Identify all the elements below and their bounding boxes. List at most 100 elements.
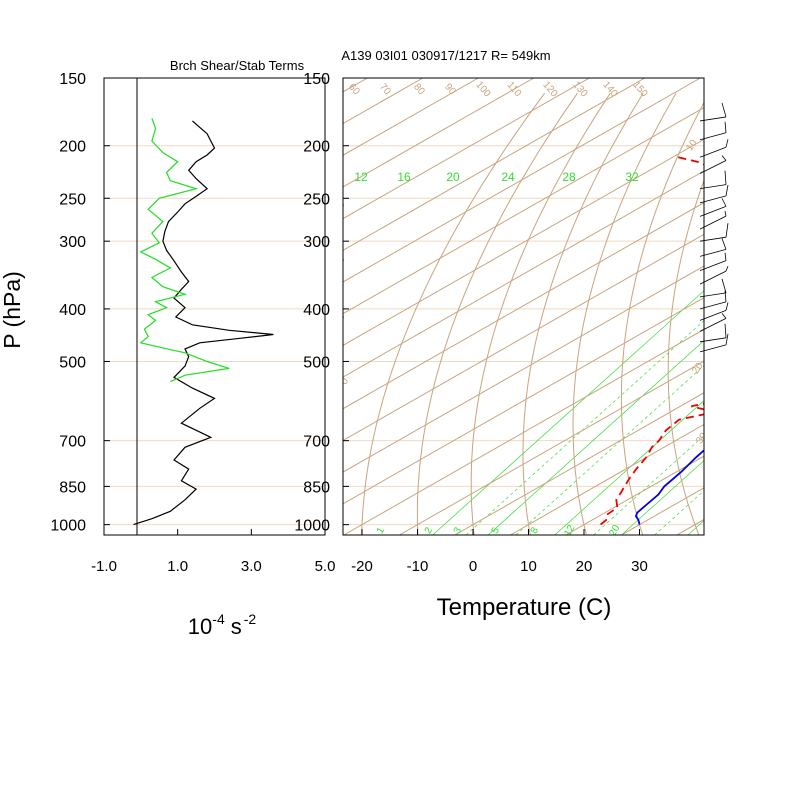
- pressure-tick-labels: 150 150 200 200 250 250 300 300 400 400 500 500 700 7…: [50, 71, 330, 535]
- left-pressure-label: 150: [59, 71, 86, 88]
- mixing-ratio-bottom-label: 2: [423, 525, 436, 536]
- mixing-ratio-line: [554, 400, 704, 535]
- mixing-ratio-top-label: 20: [446, 170, 460, 184]
- temperature-tick-label: 0: [469, 558, 477, 575]
- isotherm-line: [343, 297, 704, 505]
- wind-barb-staff: [699, 146, 727, 158]
- wind-barb-flag: [724, 170, 727, 185]
- temperature-axis-label: Temperature (C): [437, 594, 612, 621]
- dry-adiabat-line: [667, 178, 704, 535]
- isotherm-lines: [343, 78, 800, 535]
- left-series: [133, 118, 274, 526]
- skewt-pressure-label: 850: [303, 479, 330, 496]
- skewt-isobars: [343, 78, 704, 526]
- mixing-ratio-top-label: 32: [625, 170, 639, 184]
- wind-barb-flag: [725, 333, 729, 345]
- isotherm-line: [510, 423, 704, 535]
- mixing-ratio-line: [515, 365, 704, 535]
- mixing-ratio-top-label: 24: [501, 170, 515, 184]
- left-pressure-label: 850: [59, 479, 86, 496]
- wind-barb-staff: [699, 310, 727, 321]
- isotherm-label: 30: [694, 430, 710, 446]
- mixing-ratio-bottom-label: 3: [452, 525, 465, 536]
- left-x-tick-label: 3.0: [241, 558, 262, 575]
- mixing-ratio-line: [465, 320, 704, 535]
- isotherm-line: [343, 138, 704, 346]
- wind-barb-flag: [721, 238, 727, 250]
- left-x-label-exp1: -4: [212, 611, 225, 627]
- wind-barb-flag: [721, 198, 727, 207]
- left-panel-title: Brch Shear/Stab Terms: [170, 58, 305, 73]
- wind-barb-staff: [699, 206, 727, 217]
- isotherm-line: [343, 107, 704, 315]
- wind-barb-flag: [724, 290, 727, 302]
- dry-adiabat-line: [522, 92, 644, 535]
- isotherm-line: [399, 360, 704, 535]
- temperature-tick-label: 10: [520, 558, 537, 575]
- dry-adiabat-line: [620, 101, 704, 535]
- mixing-ratio-line: [432, 290, 704, 535]
- temperature-tick-label: 30: [631, 558, 648, 575]
- wind-barb-flag: [724, 252, 727, 261]
- mixing-ratio-bottom-label: 1: [375, 525, 388, 536]
- wind-barb-staff: [699, 260, 727, 272]
- wind-barb-staff: [699, 160, 727, 174]
- mixing-ratio-top-label: 28: [562, 170, 576, 184]
- skewt-pressure-label: 200: [303, 139, 330, 156]
- left-x-tick-label: 5.0: [315, 558, 336, 575]
- wind-barb-staff: [699, 236, 727, 242]
- wind-barb-flag: [725, 265, 729, 272]
- left-pressure-label: 500: [59, 354, 86, 371]
- wind-barb-flag: [721, 102, 727, 118]
- stability-line: [139, 118, 230, 383]
- skewt-pressure-label: 1000: [294, 518, 330, 535]
- wind-barb-staff: [699, 270, 727, 285]
- isotherm-line: [343, 78, 646, 251]
- mixing-ratio-bottom-label: 5: [490, 525, 503, 536]
- left-panel-frame: [103, 77, 326, 536]
- wind-barb-staff: [699, 116, 727, 122]
- isotherm-label: -30: [330, 199, 348, 218]
- skewt-pressure-label: 700: [303, 434, 330, 451]
- wind-barb-flag: [725, 302, 729, 311]
- left-pressure-label: 200: [59, 139, 86, 156]
- dewpoint-profile: [600, 156, 704, 526]
- dry-adiabat-line: [572, 92, 677, 535]
- mixing-ratio-bottom-label: 8: [529, 525, 542, 536]
- wind-barb-flag: [721, 313, 727, 319]
- left-y-axis-label: P (hPa): [0, 271, 25, 349]
- skewt-pressure-label: 300: [303, 234, 330, 251]
- temperature-tick-label: -10: [407, 558, 429, 575]
- wind-barb-flag: [725, 139, 729, 148]
- isotherm-line: [732, 78, 800, 535]
- dry-adiabat-lines: [361, 92, 704, 535]
- wind-barb-flag: [721, 278, 727, 293]
- adiabat-label: 90: [442, 82, 458, 98]
- left-x-label-exp2: -2: [244, 611, 257, 627]
- isotherm-line: [343, 202, 704, 410]
- left-isobar-grid: [104, 77, 325, 526]
- mixing-ratio-lines: [432, 290, 704, 535]
- left-pressure-label: 300: [59, 234, 86, 251]
- skewt-pressure-label: 400: [303, 302, 330, 319]
- shear-stability-panel: Brch Shear/Stab Terms P (hPa) -1.0 1.0 3.0…: [0, 58, 335, 639]
- temperature-tick-label: -20: [351, 558, 373, 575]
- wind-barb-staff: [699, 195, 727, 204]
- left-pressure-label: 400: [59, 302, 86, 319]
- mixing-ratio-line: [593, 435, 704, 535]
- skewt-frame: [342, 77, 705, 536]
- wind-barb-staff: [699, 301, 727, 310]
- left-x-axis-label: 10-4 s -2: [188, 611, 257, 639]
- wind-barb-staff: [699, 337, 727, 343]
- left-pressure-label: 1000: [50, 518, 86, 535]
- wind-barb-staff: [699, 248, 727, 257]
- wind-barb-flag: [725, 184, 729, 196]
- adiabat-label: 130: [570, 79, 589, 99]
- wind-barb-staff: [699, 215, 727, 230]
- adiabat-label: 80: [411, 82, 427, 98]
- isotherm-label: -10: [330, 311, 348, 330]
- dry-adiabat-line: [470, 92, 611, 535]
- isotherm-label: 10: [684, 137, 700, 153]
- left-x-label-base: 10: [188, 614, 212, 639]
